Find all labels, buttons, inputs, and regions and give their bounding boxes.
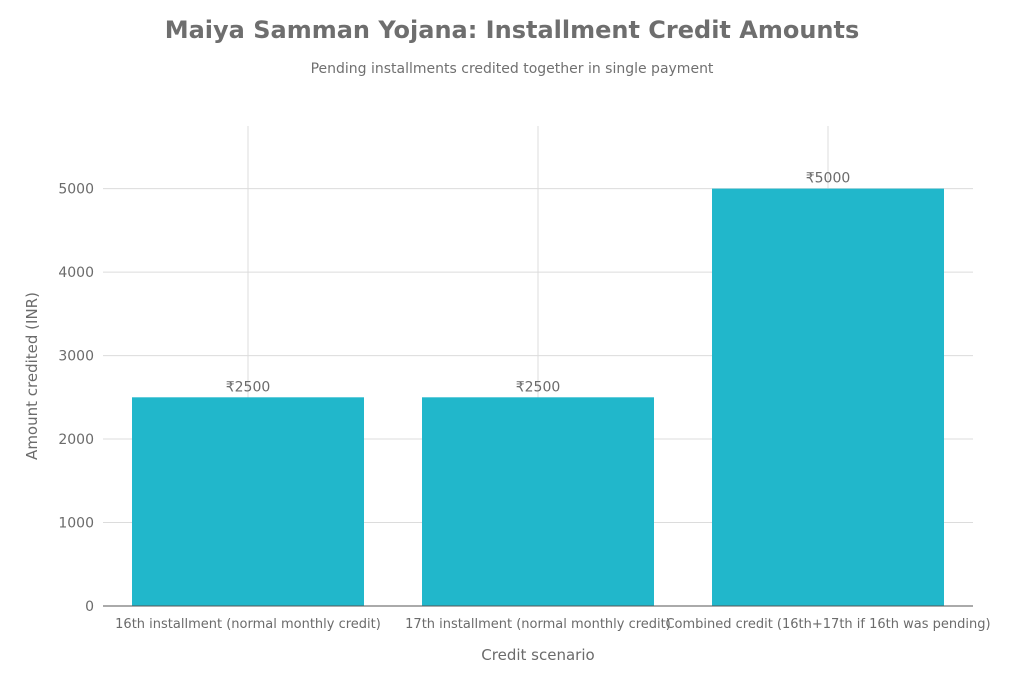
- bar: [132, 397, 364, 606]
- y-tick-label: 1000: [58, 516, 94, 532]
- y-tick-label: 4000: [58, 265, 94, 281]
- label-layer: 0 1000 2000 3000 4000 5000 ₹2500 16th installme…: [58, 171, 990, 632]
- chart-title: Maiya Samman Yojana: Installment Credit …: [164, 16, 860, 44]
- y-axis-title: Amount credited (INR): [23, 292, 41, 460]
- x-tick-label: 16th installment (normal monthly credit): [115, 617, 381, 632]
- bar: [422, 397, 654, 606]
- bar: [712, 188, 944, 606]
- bar-value-label: ₹2500: [226, 379, 271, 395]
- y-tick-label: 0: [85, 599, 94, 615]
- y-tick-label: 5000: [58, 182, 94, 198]
- chart-subtitle: Pending installments credited together i…: [310, 61, 714, 77]
- y-tick-label: 3000: [58, 349, 94, 365]
- y-tick-label: 2000: [58, 432, 94, 448]
- bar-layer: [132, 188, 944, 606]
- bar-value-label: ₹2500: [516, 379, 561, 395]
- x-tick-label: 17th installment (normal monthly credit): [405, 617, 671, 632]
- x-tick-label: Combined credit (16th+17th if 16th was p…: [665, 617, 990, 632]
- bar-value-label: ₹5000: [806, 171, 851, 187]
- x-axis-title: Credit scenario: [481, 646, 594, 664]
